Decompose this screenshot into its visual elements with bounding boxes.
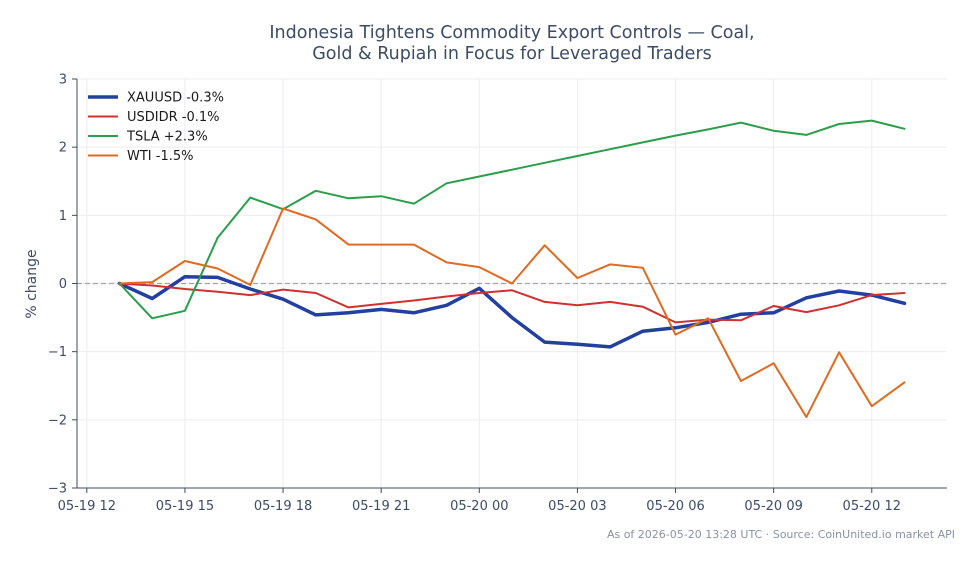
legend-label-3: WTI -1.5% bbox=[127, 149, 193, 164]
y-tick-label-5: 2 bbox=[59, 141, 67, 156]
chart-title-line-1: Indonesia Tightens Commodity Export Cont… bbox=[269, 23, 754, 43]
x-tick-label-6: 05-20 06 bbox=[646, 499, 704, 514]
y-tick-label-6: 3 bbox=[59, 73, 67, 88]
y-tick-label-0: −3 bbox=[48, 482, 67, 497]
series-line-3 bbox=[118, 207, 906, 419]
x-tick-label-3: 05-19 21 bbox=[352, 499, 410, 514]
x-tick-label-1: 05-19 15 bbox=[156, 499, 214, 514]
series-line-2 bbox=[118, 119, 906, 320]
chart-title-line-2: Gold & Rupiah in Focus for Leveraged Tra… bbox=[312, 44, 712, 64]
y-axis-label: % change bbox=[24, 249, 40, 318]
x-tick-label-0: 05-19 12 bbox=[58, 499, 116, 514]
y-tick-label-2: −1 bbox=[48, 345, 67, 360]
y-axis-ticks: −3 −2 −1 0 1 2 3 bbox=[48, 73, 77, 497]
x-tick-label-5: 05-20 03 bbox=[548, 499, 606, 514]
y-tick-label-1: −2 bbox=[48, 413, 67, 428]
legend: XAUUSD -0.3% USDIDR -0.1% TSLA +2.3% WTI -1… bbox=[88, 91, 224, 164]
legend-label-0: XAUUSD -0.3% bbox=[127, 91, 224, 106]
y-tick-label-4: 1 bbox=[59, 209, 67, 224]
x-tick-label-2: 05-19 18 bbox=[254, 499, 312, 514]
footer-source-note: As of 2026-05-20 13:28 UTC · Source: Coi… bbox=[607, 528, 955, 541]
y-tick-label-3: 0 bbox=[59, 277, 67, 292]
x-tick-label-7: 05-20 09 bbox=[744, 499, 802, 514]
series-lines bbox=[117, 119, 907, 419]
series-line-1 bbox=[118, 282, 906, 324]
x-tick-label-4: 05-20 00 bbox=[450, 499, 508, 514]
legend-label-1: USDIDR -0.1% bbox=[127, 110, 220, 125]
x-tick-label-8: 05-20 12 bbox=[843, 499, 901, 514]
legend-label-2: TSLA +2.3% bbox=[126, 130, 208, 145]
x-axis-ticks: 05-19 12 05-19 15 05-19 18 05-19 21 05-20 00… bbox=[58, 488, 901, 514]
series-line-0 bbox=[117, 274, 907, 349]
